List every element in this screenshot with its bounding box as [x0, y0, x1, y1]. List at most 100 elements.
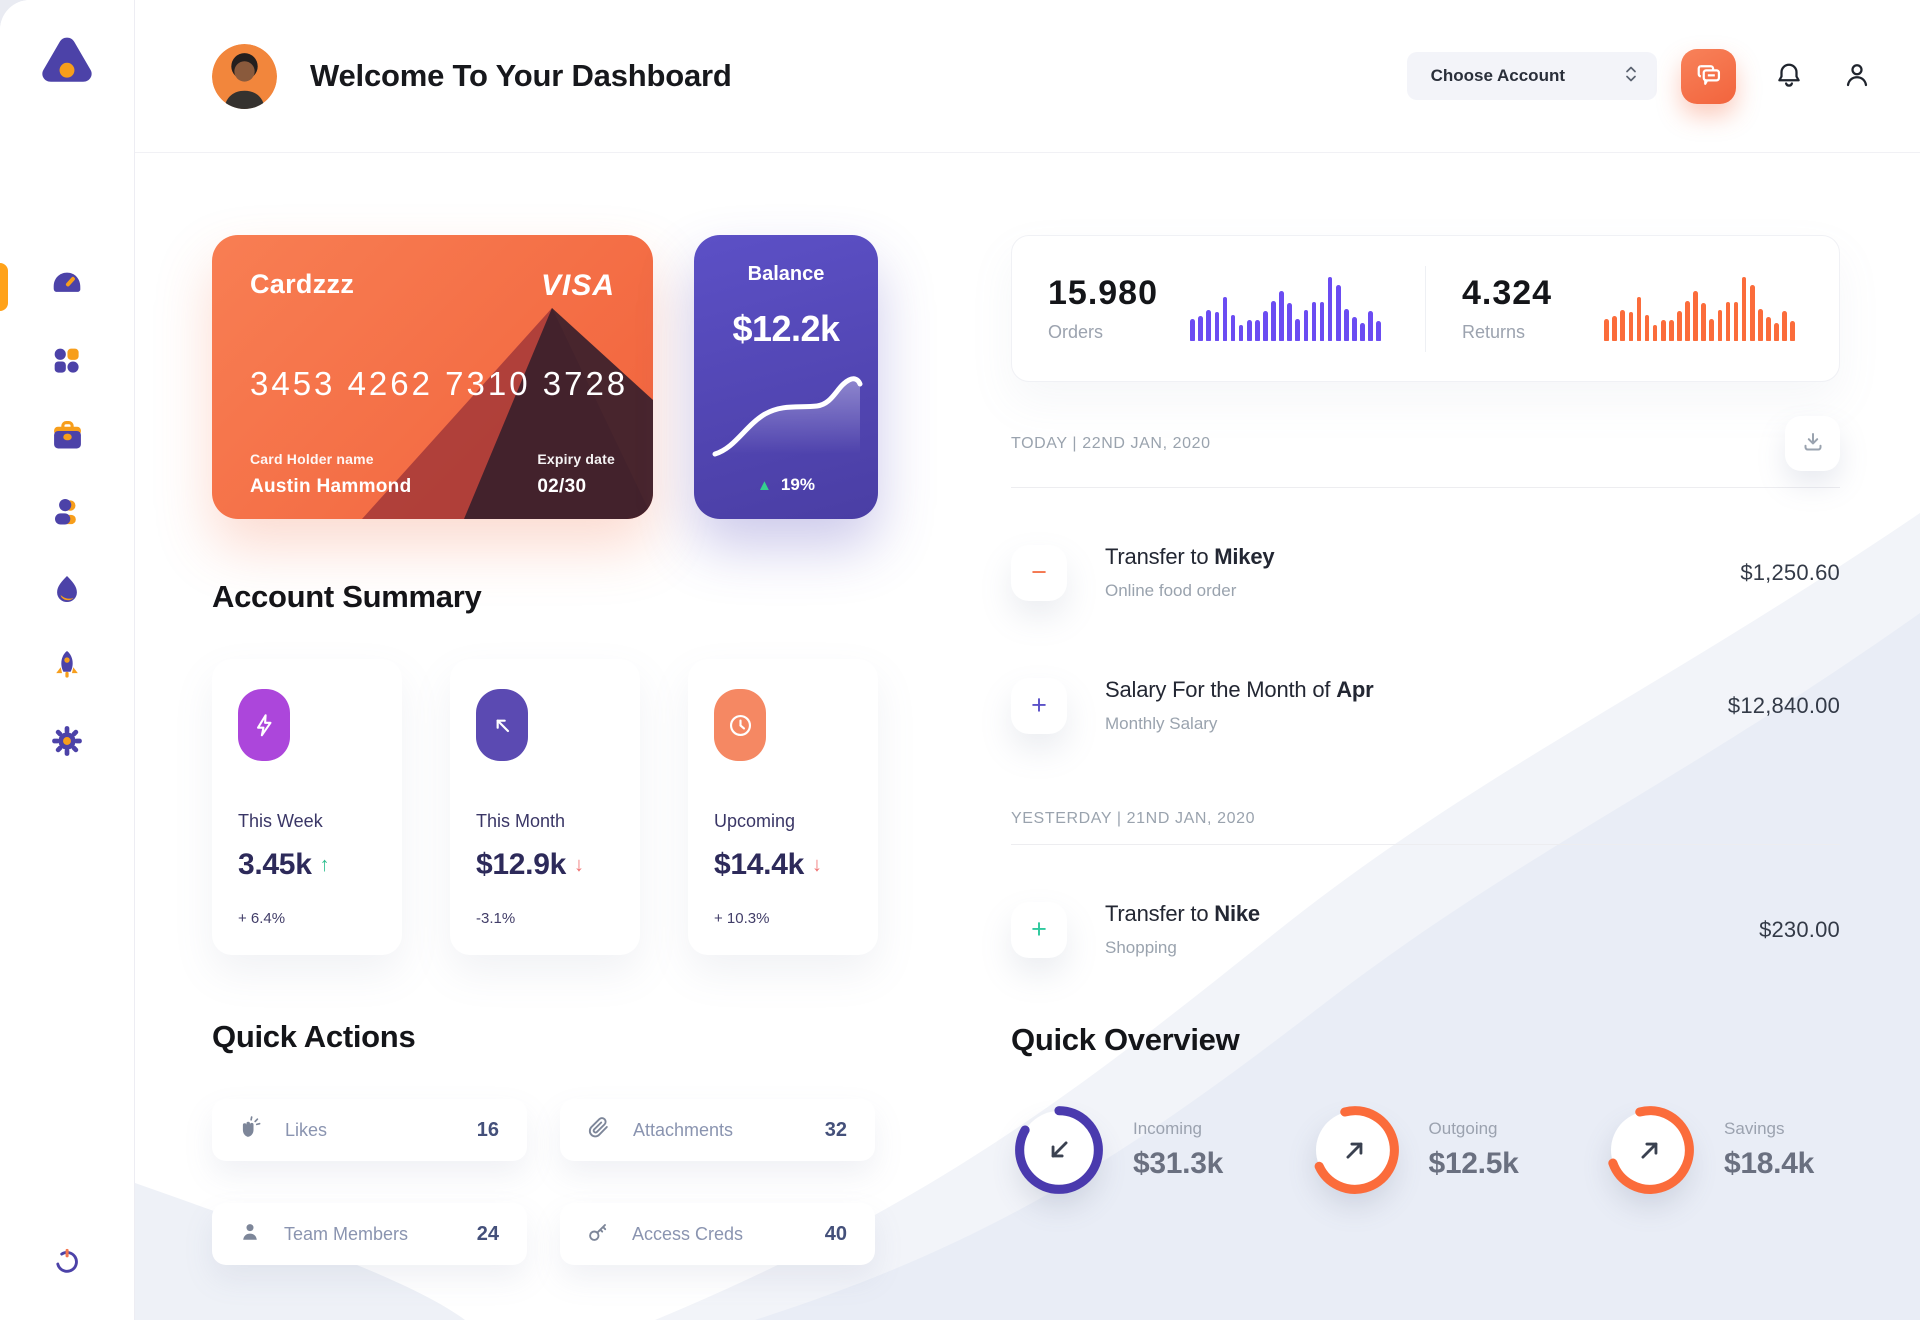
summary-value: $12.9k ↓	[476, 848, 584, 881]
transaction-text: Transfer to Nike Shopping	[1105, 901, 1260, 958]
activity-flame-icon	[49, 571, 85, 612]
transaction-title: Transfer to Nike	[1105, 901, 1260, 926]
quick-action-label: Likes	[285, 1119, 328, 1140]
quick-action-count: 40	[824, 1222, 847, 1245]
user-icon	[1842, 60, 1872, 93]
download-icon	[1801, 430, 1825, 457]
clap-icon	[238, 1115, 263, 1145]
overview-incoming: Incoming $31.3k	[1011, 1102, 1223, 1198]
arrow-up-right-icon	[1307, 1102, 1403, 1198]
account-selector[interactable]: Choose Account	[1406, 52, 1657, 100]
balance-value: $12.2k	[732, 308, 840, 349]
summary-label: Upcoming	[714, 811, 796, 831]
sidebar-item-dashboard[interactable]	[0, 249, 134, 325]
arrow-down-left-icon	[1011, 1102, 1107, 1198]
clock-icon	[714, 689, 766, 761]
overview-value: $12.5k	[1428, 1147, 1519, 1180]
transaction-subtitle: Online food order	[1105, 581, 1237, 600]
overview-savings: Savings $18.4k	[1602, 1102, 1814, 1198]
divider	[1011, 844, 1840, 845]
visa-logo: VISA	[540, 269, 615, 302]
sidebar-item-portfolio[interactable]	[0, 401, 134, 477]
sidebar-item-team[interactable]	[0, 477, 134, 553]
transactions-date: TODAY | 22ND JAN, 2020	[1011, 434, 1211, 452]
transaction-row-mikey[interactable]: − Transfer to Mikey Online food order $1…	[1011, 544, 1840, 601]
logout-button[interactable]	[49, 1243, 85, 1282]
transaction-sign-icon: +	[1011, 901, 1067, 958]
stats-divider	[1425, 265, 1426, 352]
transaction-title: Transfer to Mikey	[1105, 544, 1275, 569]
quick-action-team-members[interactable]: Team Members 24	[212, 1203, 527, 1265]
summary-delta: + 10.3%	[714, 910, 770, 927]
quick-action-attachments[interactable]: Attachments 32	[560, 1099, 875, 1161]
transaction-sign-icon: +	[1011, 677, 1067, 734]
quick-actions-title: Quick Actions	[212, 1019, 416, 1054]
outgoing-donut	[1307, 1102, 1403, 1198]
notifications-button[interactable]	[1774, 60, 1804, 93]
trend-down-icon: ↓	[573, 853, 584, 876]
team-icon	[49, 494, 86, 536]
transactions-date: YESTERDAY | 21ND JAN, 2020	[1011, 810, 1256, 827]
overview-label: Outgoing	[1428, 1119, 1498, 1138]
trend-up-icon: ↑	[319, 853, 330, 876]
briefcase-icon	[49, 418, 86, 460]
apps-grid-icon	[49, 343, 85, 384]
transaction-sign-icon: −	[1011, 544, 1067, 601]
power-icon	[49, 1248, 85, 1282]
balance-card: Balance $12.2k	[694, 235, 878, 519]
content: Cardzzz VISA 3453 4262 7310 3728 Card Ho…	[135, 153, 1920, 1320]
credit-card: Cardzzz VISA 3453 4262 7310 3728 Card Ho…	[212, 235, 653, 519]
summary-label: This Week	[238, 811, 323, 831]
summary-card-upcoming: Upcoming $14.4k ↓ + 10.3%	[688, 659, 878, 955]
transaction-row-nike[interactable]: + Transfer to Nike Shopping $230.00	[1011, 901, 1840, 958]
transaction-row-salary[interactable]: + Salary For the Month of Apr Monthly Sa…	[1011, 677, 1840, 734]
bell-icon	[1774, 60, 1804, 93]
quick-action-count: 32	[824, 1118, 847, 1141]
arrow-up-left-icon	[476, 689, 528, 761]
profile-button[interactable]	[1842, 60, 1872, 93]
returns-bar-chart	[1604, 276, 1795, 341]
chat-button[interactable]	[1681, 48, 1736, 104]
quick-action-likes[interactable]: Likes 16	[212, 1099, 527, 1161]
transaction-text: Transfer to Mikey Online food order	[1105, 544, 1275, 601]
quick-action-access-creds[interactable]: Access Creds 40	[560, 1203, 875, 1265]
card-holder-name: Austin Hammond	[250, 476, 412, 497]
sidebar-item-launch[interactable]	[0, 629, 134, 705]
paperclip-icon	[586, 1115, 611, 1145]
download-button[interactable]	[1785, 416, 1840, 471]
card-name: Cardzzz	[250, 269, 355, 299]
page-title: Welcome To Your Dashboard	[310, 58, 732, 93]
quick-action-label: Access Creds	[632, 1223, 744, 1244]
summary-value: $14.4k ↓	[714, 848, 822, 881]
person-icon	[238, 1220, 262, 1249]
orders-stat: 15.980 Orders	[1012, 274, 1425, 343]
active-indicator	[0, 263, 8, 311]
up-arrow-icon: ▲	[757, 476, 772, 494]
sidebar-item-activity[interactable]	[0, 553, 134, 629]
card-number: 3453 4262 7310 3728	[250, 365, 629, 402]
transactions-header-yesterday: YESTERDAY | 21ND JAN, 2020	[1011, 810, 1840, 828]
summary-delta: -3.1%	[476, 910, 516, 927]
orders-bar-chart	[1190, 276, 1381, 341]
returns-label: Returns	[1462, 322, 1526, 342]
transaction-subtitle: Shopping	[1105, 938, 1177, 957]
summary-label: This Month	[476, 811, 566, 831]
orders-value: 15.980	[1048, 274, 1158, 312]
card-expiry-block: Expiry date 02/30	[537, 451, 615, 498]
overview-label: Incoming	[1133, 1119, 1202, 1138]
returns-value: 4.324	[1462, 274, 1553, 312]
account-selector-label: Choose Account	[1430, 66, 1565, 85]
rocket-icon	[49, 647, 85, 688]
incoming-donut	[1011, 1102, 1107, 1198]
transaction-amount: $230.00	[1759, 916, 1840, 942]
chevron-up-down-icon	[1625, 65, 1637, 88]
summary-card-this-week: This Week 3.45k ↑ + 6.4%	[212, 659, 402, 955]
arrow-up-right-icon	[1602, 1102, 1698, 1198]
sidebar-item-settings[interactable]	[0, 705, 134, 781]
credit-card-decor	[362, 308, 653, 519]
quick-actions-grid: Likes 16 Attachments 32	[212, 1099, 878, 1265]
sidebar-item-apps[interactable]	[0, 325, 134, 401]
header: Welcome To Your Dashboard Choose Account	[135, 0, 1920, 153]
overview-outgoing: Outgoing $12.5k	[1307, 1102, 1519, 1198]
